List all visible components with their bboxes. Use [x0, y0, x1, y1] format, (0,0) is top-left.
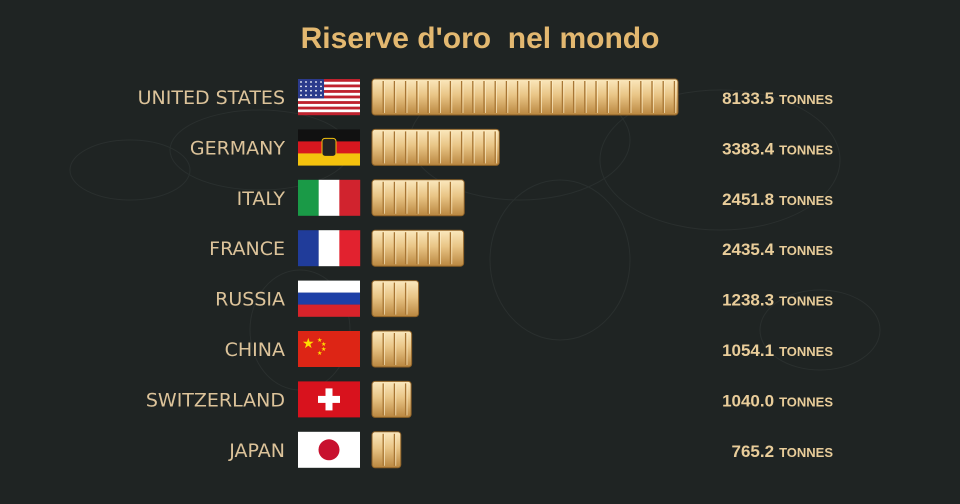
bar-row: JAPAN 765.2 TONNES [228, 431, 834, 469]
bar [371, 179, 465, 217]
svg-text:★: ★ [321, 346, 326, 353]
category-label: ITALY [237, 188, 286, 210]
bar [371, 229, 465, 267]
category-label: SWITZERLAND [146, 389, 285, 411]
value-label: 1040.0 TONNES [722, 391, 833, 410]
flag-italy-icon [298, 179, 361, 216]
category-label: GERMANY [190, 137, 286, 159]
flag-russia-icon [298, 280, 360, 317]
bar-row: RUSSIA 1238.3 TONNES [215, 280, 833, 318]
chart-title: Riserve d'oro nel mondo [300, 22, 660, 55]
bar-row: FRANCE 2435.4 TONNES [209, 229, 833, 267]
bar [371, 431, 402, 469]
flag-china-icon: ★ ★★★★ [298, 331, 360, 367]
bar-row: UNITED STATES 8133.5 TONNES [138, 78, 833, 116]
value-label: 2451.8 TONNES [722, 190, 833, 209]
svg-text:★: ★ [321, 341, 326, 348]
category-label: CHINA [225, 339, 285, 361]
bar [371, 380, 412, 418]
value-label: 1054.1 TONNES [722, 341, 833, 360]
flag-japan-icon [298, 431, 360, 468]
svg-text:★: ★ [317, 337, 322, 344]
bar [371, 128, 500, 166]
bar [371, 78, 679, 116]
bar-row: CHINA ★ ★★★★ 1054.1 TONNES [225, 330, 833, 368]
value-label: 765.2 TONNES [732, 442, 834, 461]
value-label: 3383.4 TONNES [722, 139, 833, 158]
flag-germany-icon [298, 129, 360, 166]
flag-france-icon [298, 230, 361, 267]
category-label: JAPAN [228, 440, 285, 462]
category-label: UNITED STATES [138, 87, 285, 109]
bar-row: ITALY 2451.8 TONNES [237, 179, 833, 217]
bar [371, 280, 420, 318]
flag-switzerland-icon [298, 381, 360, 418]
bar-row: SWITZERLAND 1040.0 TONNES [146, 380, 833, 418]
svg-text:★: ★ [317, 350, 322, 357]
value-label: 2435.4 TONNES [722, 240, 833, 259]
bar-row: GERMANY 3383.4 TONNES [190, 128, 833, 166]
bar [371, 330, 413, 368]
category-label: FRANCE [209, 238, 285, 260]
value-label: 8133.5 TONNES [722, 89, 833, 108]
flag-usa-icon [298, 79, 360, 116]
value-label: 1238.3 TONNES [722, 291, 833, 310]
category-label: RUSSIA [215, 289, 285, 311]
svg-text:★: ★ [302, 336, 315, 352]
